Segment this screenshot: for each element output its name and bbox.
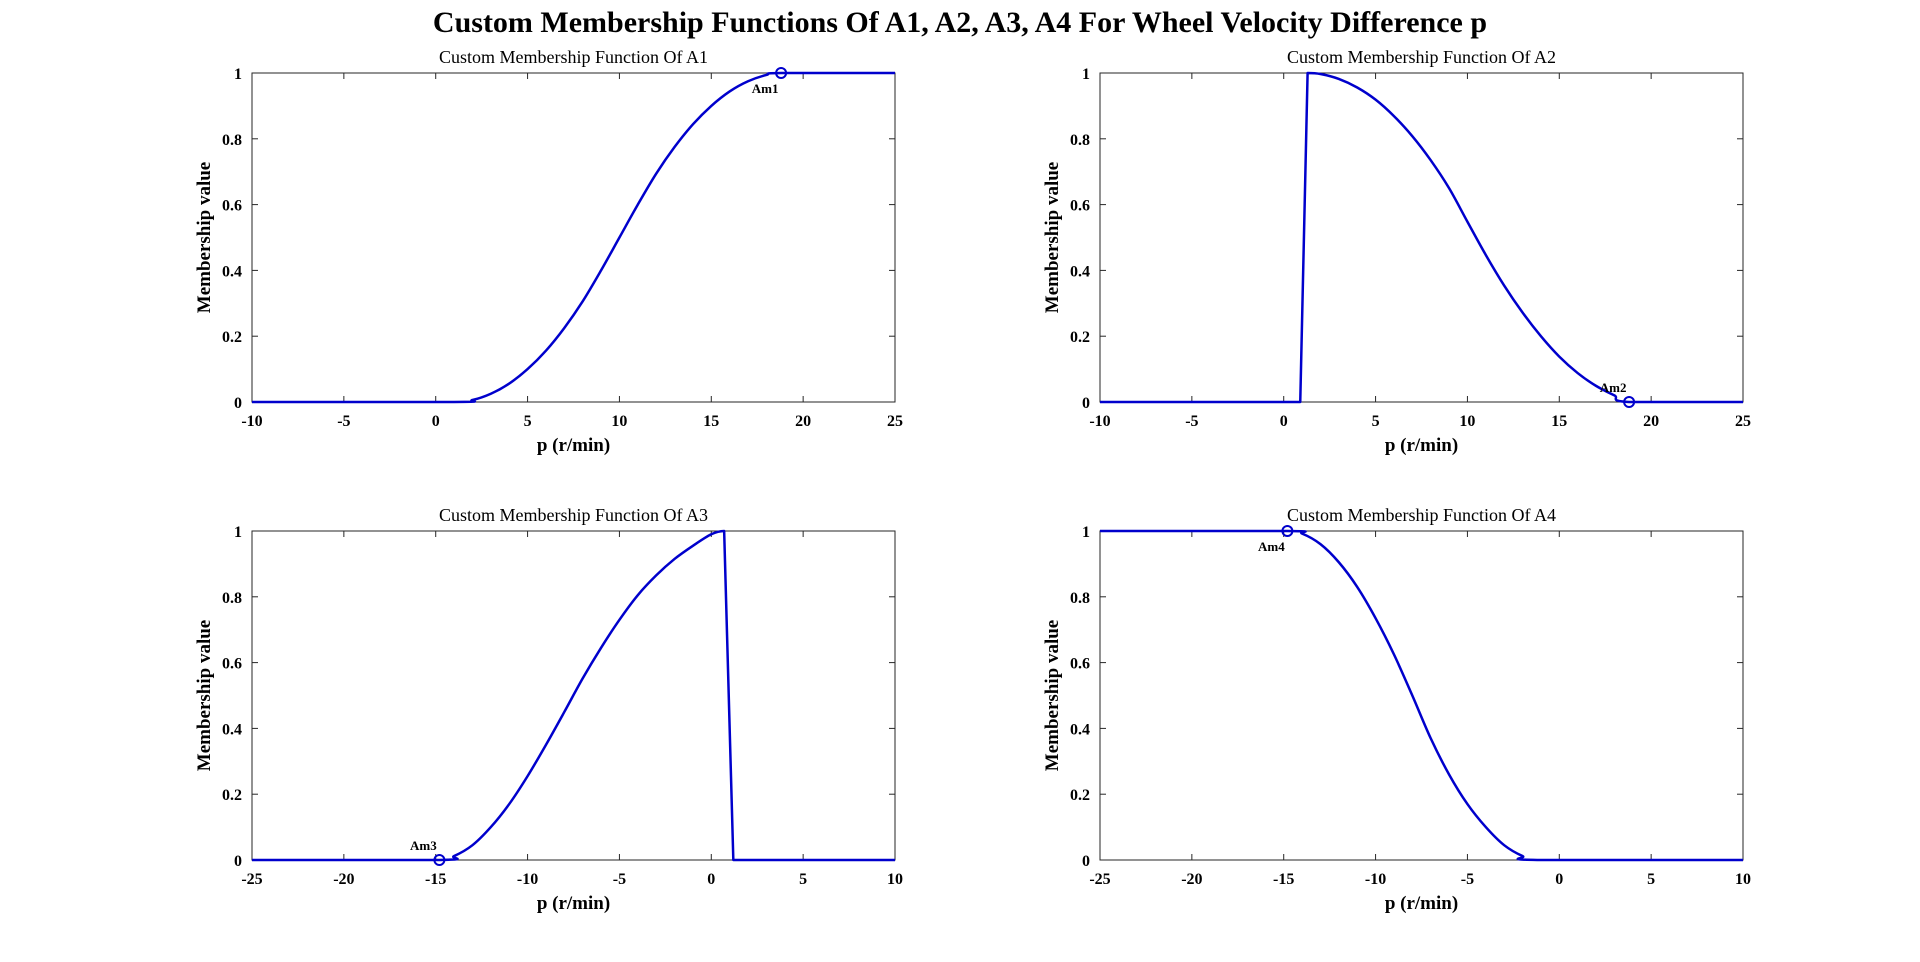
y-tick-label: 0.4: [1070, 721, 1090, 738]
y-tick-label: 0.2: [1070, 787, 1090, 804]
annotation-marker: [1623, 396, 1636, 408]
y-tick-label: 1: [234, 524, 242, 541]
x-tick-label: 20: [795, 413, 811, 430]
x-tick-label: 10: [887, 871, 903, 888]
y-tick-label: 0.8: [222, 132, 242, 149]
y-tick-label: 0: [1082, 395, 1090, 412]
x-tick-label: 15: [703, 413, 719, 430]
y-tick-label: 1: [1082, 524, 1090, 541]
subplot-title: Custom Membership Function Of A3: [439, 505, 708, 525]
y-tick-label: 0: [1082, 853, 1090, 870]
membership-curve-1: [1100, 71, 1743, 404]
y-tick-label: 0.4: [1070, 263, 1090, 280]
x-tick-label: -15: [425, 871, 446, 888]
y-axis-label: Membership value: [194, 620, 215, 771]
y-tick-label: 0.2: [222, 787, 242, 804]
x-tick-label: -10: [241, 413, 262, 430]
y-tick-label: 0.8: [1070, 132, 1090, 149]
x-tick-label: 25: [887, 413, 903, 430]
annotation-marker: [1281, 525, 1294, 537]
y-tick-label: 0.6: [1070, 656, 1090, 673]
membership-curve-1: [1100, 529, 1743, 862]
x-tick-label: 10: [1735, 871, 1751, 888]
annotation-label: Am1: [752, 81, 779, 96]
y-axis-label: Membership value: [1042, 620, 1063, 771]
subplot-4: Custom Membership Function Of A4 -25 -20 -1…: [1042, 505, 1751, 914]
axes-box: [251, 72, 896, 403]
x-tick-label: 0: [432, 413, 440, 430]
y-tick-label: 1: [1082, 66, 1090, 83]
figure-title: Custom Membership Functions Of A1, A2, A…: [433, 6, 1487, 39]
x-tick-label: 15: [1551, 413, 1567, 430]
x-tick-label: -25: [1089, 871, 1110, 888]
x-tick-label: -20: [1181, 871, 1202, 888]
subplot-3: Custom Membership Function Of A3 -25 -20 -1…: [194, 505, 903, 914]
x-tick-label: 5: [524, 413, 532, 430]
membership-curve-1: [252, 529, 895, 862]
y-tick-label: 0.6: [1070, 198, 1090, 215]
x-axis-label: p (r/min): [1385, 893, 1458, 914]
subplot-1: Custom Membership Function Of A1 -10 -5 0 5 1…: [194, 47, 903, 456]
x-tick-label: -5: [337, 413, 350, 430]
x-axis-label: p (r/min): [537, 893, 610, 914]
x-tick-label: 0: [1280, 413, 1288, 430]
x-tick-label: -25: [241, 871, 262, 888]
x-tick-label: -5: [1461, 871, 1474, 888]
subplot-grid: Custom Membership Function Of A1 -10 -5 0 5 1…: [194, 47, 1751, 914]
x-tick-label: 0: [1555, 871, 1563, 888]
y-axis-label: Membership value: [1042, 162, 1063, 313]
annotation-label: Am2: [1600, 380, 1627, 395]
x-tick-label: -5: [613, 871, 626, 888]
annotation-label: Am4: [1258, 539, 1285, 554]
membership-curve-1: [252, 71, 895, 404]
x-tick-label: 25: [1735, 413, 1751, 430]
y-tick-label: 0: [234, 395, 242, 412]
y-tick-label: 0.8: [1070, 590, 1090, 607]
x-tick-label: -15: [1273, 871, 1294, 888]
y-tick-label: 0.6: [222, 656, 242, 673]
y-tick-label: 0.2: [1070, 329, 1090, 346]
x-tick-label: 20: [1643, 413, 1659, 430]
x-tick-label: 10: [611, 413, 627, 430]
x-tick-label: -20: [333, 871, 354, 888]
x-axis-label: p (r/min): [537, 435, 610, 456]
y-tick-label: 0.8: [222, 590, 242, 607]
axes-box: [1099, 530, 1744, 861]
axes-box: [1099, 72, 1744, 403]
subplot-title: Custom Membership Function Of A4: [1287, 505, 1556, 525]
y-tick-label: 0.4: [222, 263, 242, 280]
annotation-marker: [775, 67, 788, 79]
x-tick-label: 0: [707, 871, 715, 888]
x-tick-label: -10: [517, 871, 538, 888]
annotation-marker: [433, 854, 446, 866]
x-tick-label: -10: [1365, 871, 1386, 888]
x-tick-label: -5: [1185, 413, 1198, 430]
y-tick-label: 0.6: [222, 198, 242, 215]
y-tick-label: 0.2: [222, 329, 242, 346]
x-tick-label: 5: [1372, 413, 1380, 430]
subplot-2: Custom Membership Function Of A2 -10 -5 0 5 1…: [1042, 47, 1751, 456]
subplot-title: Custom Membership Function Of A1: [439, 47, 708, 67]
subplot-title: Custom Membership Function Of A2: [1287, 47, 1556, 67]
x-tick-label: 5: [1647, 871, 1655, 888]
x-tick-label: 5: [799, 871, 807, 888]
x-tick-label: -10: [1089, 413, 1110, 430]
y-axis-label: Membership value: [194, 162, 215, 313]
y-tick-label: 0: [234, 853, 242, 870]
y-tick-label: 1: [234, 66, 242, 83]
x-tick-label: 10: [1459, 413, 1475, 430]
annotation-label: Am3: [410, 838, 437, 853]
x-axis-label: p (r/min): [1385, 435, 1458, 456]
y-tick-label: 0.4: [222, 721, 242, 738]
